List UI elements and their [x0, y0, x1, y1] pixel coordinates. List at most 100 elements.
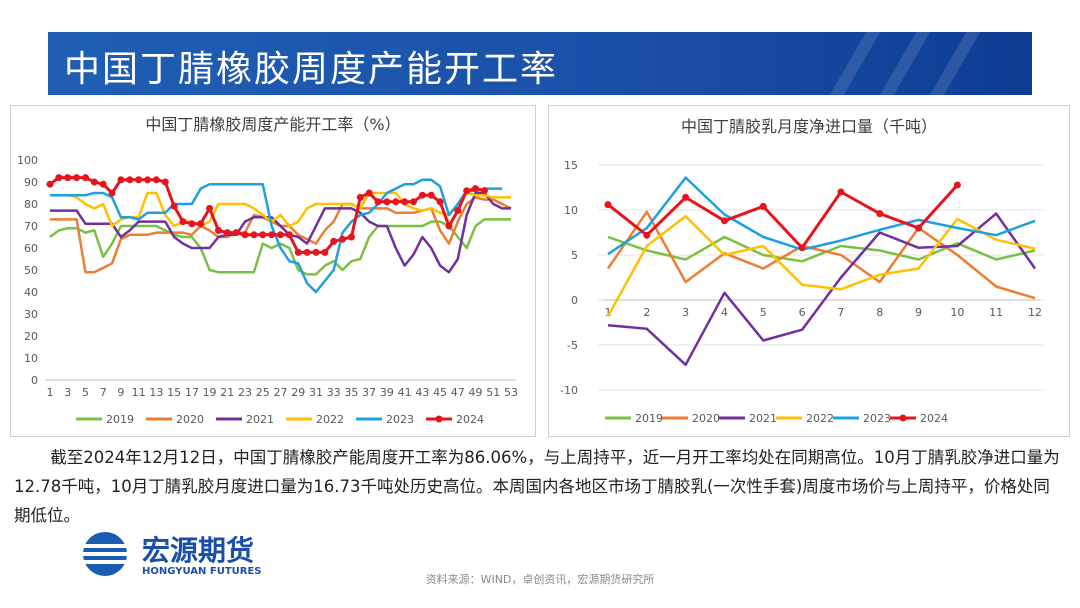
data-point [339, 235, 347, 243]
data-point [206, 204, 214, 212]
data-point [720, 217, 728, 225]
data-point [321, 248, 329, 256]
data-point [312, 248, 320, 256]
x-tick-label: 23 [238, 386, 252, 399]
data-point [277, 231, 284, 239]
x-tick-label: 15 [167, 386, 181, 399]
legend-label: 2023 [386, 413, 414, 426]
x-tick-label: 39 [380, 386, 394, 399]
data-point [798, 244, 806, 252]
y-tick-label: 70 [24, 220, 38, 233]
x-tick-label: 45 [433, 386, 447, 399]
data-point [46, 180, 54, 188]
data-point [241, 231, 249, 239]
x-tick-label: 5 [82, 386, 89, 399]
y-tick-label: 90 [24, 176, 38, 189]
data-point [463, 187, 471, 195]
data-point [223, 229, 231, 237]
data-point [604, 201, 612, 209]
y-tick-label: 5 [571, 249, 578, 262]
chart-title: 中国丁腈胶乳月度净进口量（千吨） [681, 117, 937, 136]
x-tick-label: 3 [682, 306, 689, 319]
data-point [330, 237, 338, 245]
y-tick-label: 0 [31, 374, 38, 387]
legend-label: 2022 [316, 413, 344, 426]
banner: 中国丁腈橡胶周度产能开工率 [48, 32, 1032, 95]
x-tick-label: 9 [117, 386, 124, 399]
y-tick-label: 50 [24, 264, 38, 277]
legend-label: 2022 [806, 412, 834, 425]
data-point [347, 233, 355, 241]
x-tick-label: 53 [504, 386, 518, 399]
x-tick-label: 10 [950, 306, 964, 319]
y-tick-label: -5 [567, 339, 578, 352]
data-point [392, 198, 400, 206]
legend-label: 2021 [749, 412, 777, 425]
data-point [232, 229, 240, 237]
data-point [81, 174, 89, 182]
series-line [607, 212, 1037, 367]
series-line [50, 191, 511, 274]
data-point [161, 178, 169, 186]
legend-label: 2020 [692, 412, 720, 425]
data-point [197, 220, 205, 228]
data-point [436, 198, 444, 206]
x-tick-label: 19 [203, 386, 217, 399]
x-tick-label: 49 [469, 386, 483, 399]
data-point [682, 193, 690, 201]
data-point [135, 176, 143, 184]
logo-stripe [78, 552, 132, 556]
data-point [126, 176, 134, 184]
data-point [117, 176, 125, 184]
data-point [480, 187, 488, 195]
y-tick-label: 60 [24, 242, 38, 255]
y-tick-label: 0 [571, 294, 578, 307]
data-point [285, 231, 293, 239]
data-point [99, 180, 107, 188]
x-tick-label: 17 [185, 386, 199, 399]
data-point [188, 220, 196, 228]
data-point [144, 176, 152, 184]
data-point [365, 189, 373, 197]
x-tick-label: 21 [220, 386, 234, 399]
data-point [108, 189, 116, 197]
y-tick-label: 15 [564, 159, 578, 172]
data-point [643, 231, 651, 239]
x-tick-label: 47 [451, 386, 465, 399]
series-line [606, 210, 1036, 300]
series-line [607, 176, 1036, 256]
data-point [64, 174, 72, 182]
x-tick-label: 5 [760, 306, 767, 319]
logo-stripe [80, 560, 130, 564]
x-tick-label: 41 [398, 386, 412, 399]
x-tick-label: 4 [721, 306, 728, 319]
chart-frame [548, 105, 1070, 437]
slide-title: 中国丁腈橡胶周度产能开工率 [64, 49, 559, 90]
data-point [759, 202, 767, 210]
x-tick-label: 43 [415, 386, 429, 399]
data-point [876, 210, 884, 218]
x-tick-label: 51 [486, 386, 500, 399]
y-tick-label: 10 [24, 352, 38, 365]
x-tick-label: 33 [327, 386, 341, 399]
data-point [356, 193, 364, 201]
x-tick-label: 11 [132, 386, 146, 399]
series-line [606, 215, 1036, 317]
data-point [170, 202, 178, 210]
data-point [427, 191, 435, 199]
x-tick-label: 11 [989, 306, 1003, 319]
data-point [915, 224, 923, 232]
x-tick-label: 9 [915, 306, 922, 319]
legend-label: 2020 [176, 413, 204, 426]
legend-label: 2019 [106, 413, 134, 426]
y-tick-label: 40 [24, 286, 38, 299]
y-tick-label: 80 [24, 198, 38, 211]
x-tick-label: 25 [256, 386, 270, 399]
data-point [55, 174, 63, 182]
source: 资料来源：WIND，卓创资讯，宏源期货研究所 [425, 573, 655, 586]
y-tick-label: 10 [564, 204, 578, 217]
data-point [303, 248, 311, 256]
logo-stripe [80, 544, 130, 548]
